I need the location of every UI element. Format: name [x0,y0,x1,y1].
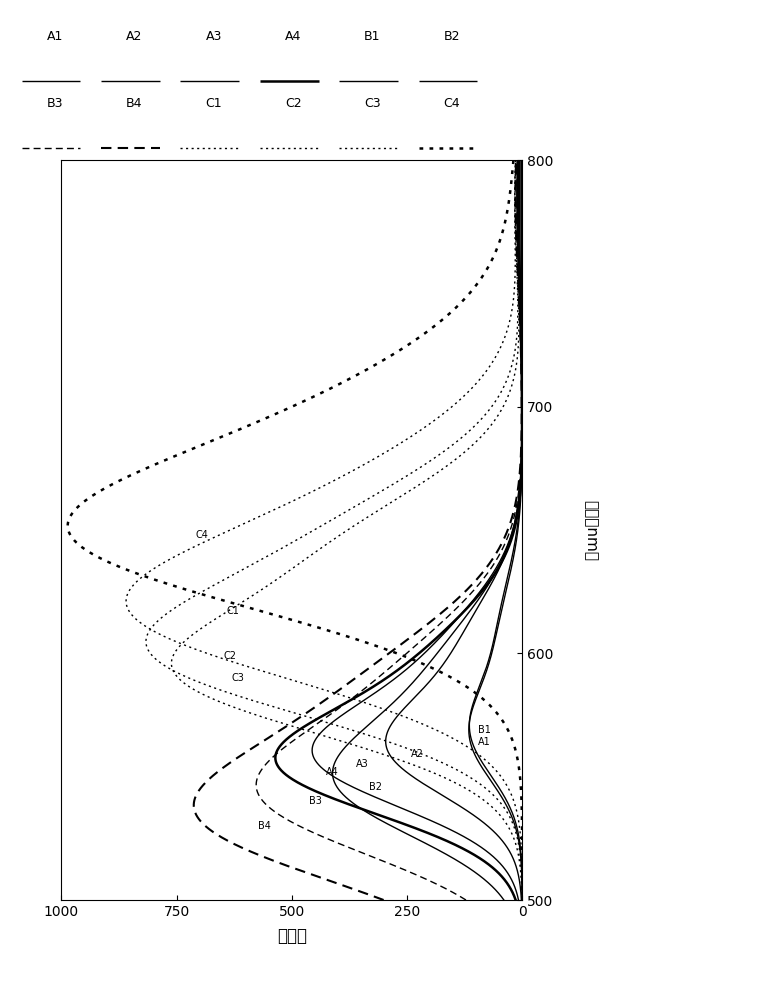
Text: A2: A2 [411,749,424,759]
Text: B4: B4 [126,97,143,110]
Text: A4: A4 [285,30,301,43]
Text: C3: C3 [232,673,245,683]
Text: C4: C4 [195,530,208,540]
Text: C4: C4 [444,97,460,110]
Text: A4: A4 [326,767,339,777]
Text: C2: C2 [285,97,301,110]
Text: C2: C2 [223,651,237,661]
Text: A1: A1 [47,30,63,43]
Text: A1: A1 [478,737,491,747]
Text: B4: B4 [258,821,271,831]
Text: B2: B2 [444,30,460,43]
Text: B3: B3 [47,97,63,110]
Text: A2: A2 [126,30,143,43]
Text: B3: B3 [310,796,323,806]
Y-axis label: 波长（nm）: 波长（nm） [583,499,598,560]
Text: C1: C1 [227,606,240,616]
Text: B2: B2 [369,782,382,792]
Text: C3: C3 [364,97,381,110]
Text: B1: B1 [364,30,381,43]
Text: C1: C1 [206,97,222,110]
Text: A3: A3 [356,759,368,769]
X-axis label: 吸光度: 吸光度 [276,927,307,945]
Text: A3: A3 [206,30,222,43]
Text: B1: B1 [478,725,491,735]
